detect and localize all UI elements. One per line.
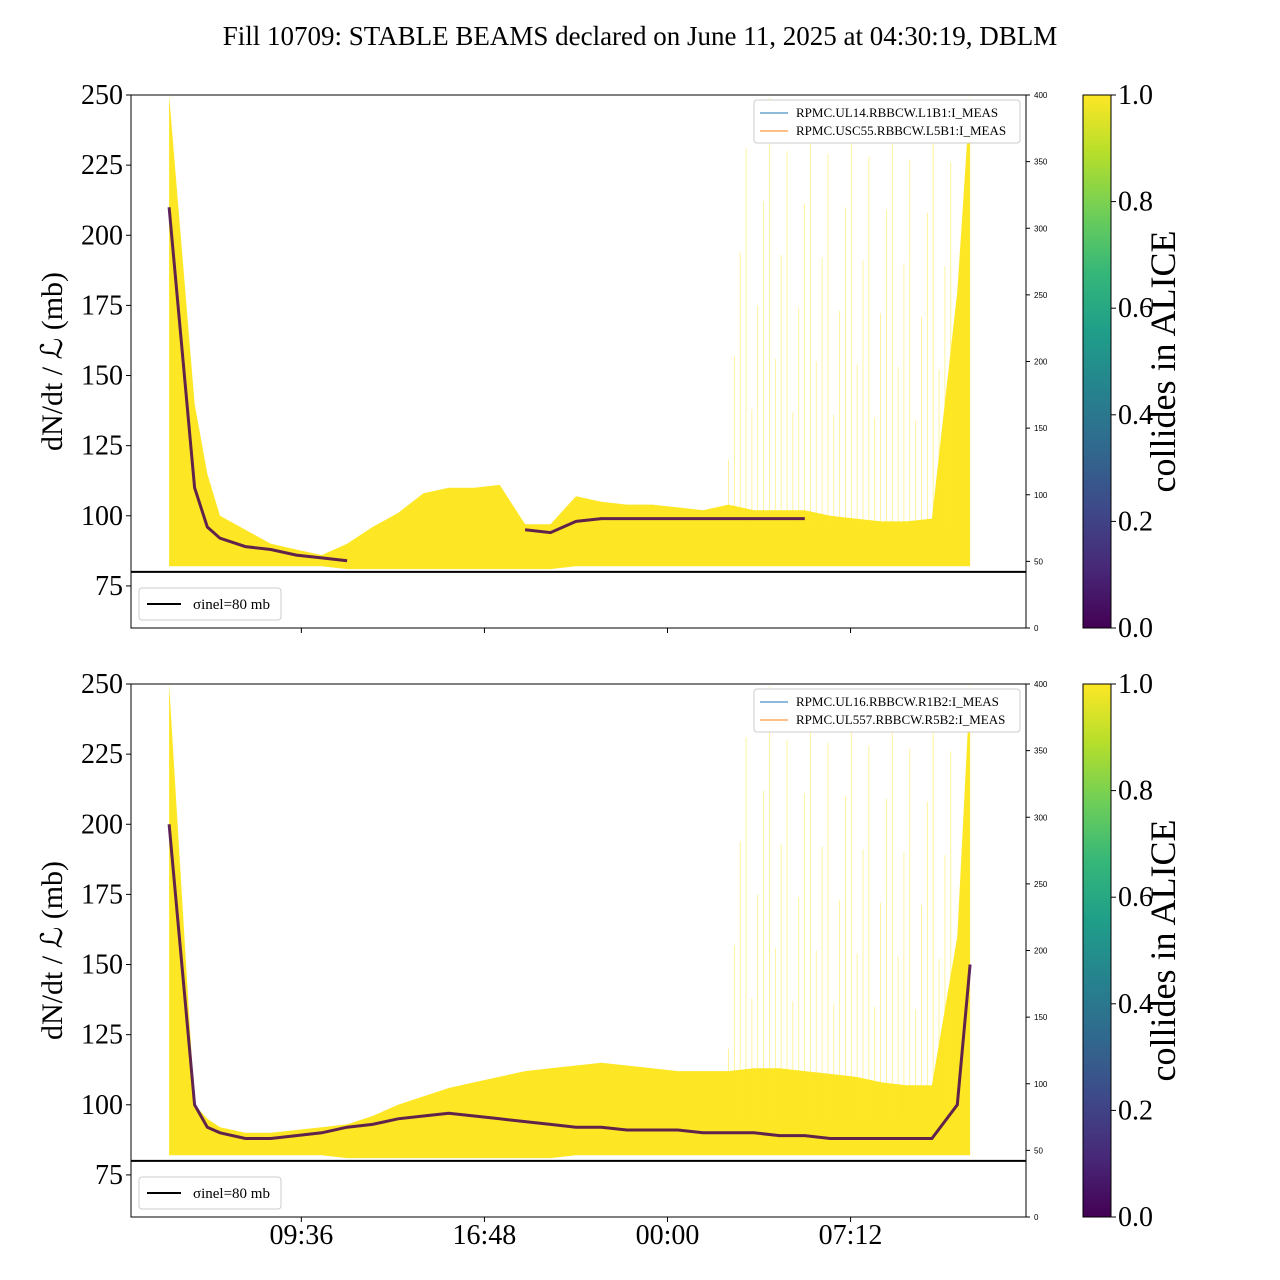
colorbar-tick-label: 0.2 bbox=[1118, 1095, 1153, 1126]
legend-entry: RPMC.UL16.RBBCW.R1B2:I_MEAS bbox=[796, 694, 999, 709]
y-tick-label: 100 bbox=[81, 501, 123, 532]
yellow-envelope bbox=[169, 684, 971, 1159]
y-tick-label: 225 bbox=[81, 150, 123, 181]
y-tick-label: 125 bbox=[81, 1020, 123, 1051]
y-tick-label: 200 bbox=[81, 220, 123, 251]
colorbar-tick-label: 0.0 bbox=[1118, 613, 1153, 644]
colorbar-tick-label: 1.0 bbox=[1118, 80, 1153, 111]
colorbar-label: collides in ALICE bbox=[1143, 820, 1183, 1082]
y-tick-label: 75 bbox=[95, 1160, 123, 1191]
y2-tick-label: 150 bbox=[1034, 424, 1048, 433]
x-tick-label: 09:36 bbox=[269, 1220, 333, 1251]
colorbar-label: collides in ALICE bbox=[1143, 231, 1183, 493]
legend-bottom-box bbox=[138, 587, 282, 621]
colorbar bbox=[1082, 683, 1112, 1218]
x-tick-label: 07:12 bbox=[819, 1220, 883, 1251]
colorbar-tick-label: 0.8 bbox=[1118, 776, 1153, 807]
colorbar-label-text: collides in ALICE bbox=[1143, 820, 1183, 1082]
y-tick-label: 75 bbox=[95, 571, 123, 602]
y2-tick-label: 50 bbox=[1034, 1146, 1043, 1155]
colorbar-tick-label: 0.0 bbox=[1118, 1202, 1153, 1233]
colorbar-tick-label: 0.4 bbox=[1118, 400, 1153, 431]
legend-entry: RPMC.UL557.RBBCW.R5B2:I_MEAS bbox=[796, 712, 1005, 727]
legend-top-box bbox=[753, 99, 1021, 144]
y-tick-label: 100 bbox=[81, 1090, 123, 1121]
colorbar-tick-label: 1.0 bbox=[1118, 669, 1153, 700]
y2-tick-label: 100 bbox=[1034, 491, 1048, 500]
y-axis-label: dN/dt / ℒ (mb) bbox=[36, 861, 69, 1040]
y2-tick-label: 150 bbox=[1034, 1013, 1048, 1022]
x-tick-label: 00:00 bbox=[636, 1220, 700, 1251]
y2-tick-label: 300 bbox=[1034, 224, 1048, 233]
y-tick-label: 175 bbox=[81, 290, 123, 321]
y2-tick-label: 0 bbox=[1034, 1213, 1039, 1222]
bottom-panel: 75 100 125 150 175 200 225 250 0 50 100 150 200 250 30… bbox=[36, 669, 1183, 1251]
top-panel: 75 100 125 150 175 200 225 250 0 50 100 150 200 250 30… bbox=[36, 80, 1183, 644]
y2-tick-label: 100 bbox=[1034, 1080, 1048, 1089]
colorbar-tick-label: 0.6 bbox=[1118, 293, 1153, 324]
y-tick-label: 150 bbox=[81, 361, 123, 392]
y2-tick-label: 400 bbox=[1034, 91, 1048, 100]
legend-entry: RPMC.USC55.RBBCW.L5B1:I_MEAS bbox=[796, 123, 1006, 138]
figure-title: Fill 10709: STABLE BEAMS declared on Jun… bbox=[223, 21, 1058, 51]
colorbar-label-text: collides in ALICE bbox=[1143, 231, 1183, 493]
colorbar-tick-label: 0.2 bbox=[1118, 506, 1153, 537]
legend-entry: RPMC.UL14.RBBCW.L1B1:I_MEAS bbox=[796, 105, 998, 120]
y-axis-label: dN/dt / ℒ (mb) bbox=[36, 272, 69, 451]
y-tick-label: 175 bbox=[81, 879, 123, 910]
y-tick-label: 225 bbox=[81, 739, 123, 770]
y2-tick-label: 350 bbox=[1034, 158, 1048, 167]
y2-tick-label: 400 bbox=[1034, 680, 1048, 689]
y-axis-label-text: dN/dt / ℒ (mb) bbox=[36, 861, 69, 1040]
y2-tick-label: 300 bbox=[1034, 813, 1048, 822]
colorbar-tick-label: 0.8 bbox=[1118, 187, 1153, 218]
y2-tick-label: 250 bbox=[1034, 291, 1048, 300]
data-points bbox=[169, 95, 971, 570]
legend-sigma-inel: σinel=80 mb bbox=[193, 1186, 270, 1202]
y2-tick-label: 250 bbox=[1034, 880, 1048, 889]
y-tick-label: 250 bbox=[81, 669, 123, 700]
yellow-envelope bbox=[169, 95, 971, 570]
colorbar-tick-label: 0.6 bbox=[1118, 882, 1153, 913]
y-tick-label: 150 bbox=[81, 950, 123, 981]
x-tick-label: 16:48 bbox=[453, 1220, 517, 1251]
y2-tick-label: 0 bbox=[1034, 624, 1039, 633]
legend-sigma-inel: σinel=80 mb bbox=[193, 597, 270, 613]
y2-tick-label: 50 bbox=[1034, 557, 1043, 566]
colliding-band bbox=[167, 824, 972, 1140]
colliding-band bbox=[169, 207, 932, 561]
y2-tick-label: 200 bbox=[1034, 358, 1048, 367]
y2-tick-label: 200 bbox=[1034, 947, 1048, 956]
y-tick-label: 250 bbox=[81, 80, 123, 111]
colorbar-tick-label: 0.4 bbox=[1118, 989, 1153, 1020]
y-tick-label: 200 bbox=[81, 809, 123, 840]
legend-top-box bbox=[753, 688, 1021, 733]
colorbar bbox=[1082, 94, 1112, 629]
data-points bbox=[167, 684, 972, 1159]
y-axis-label-text: dN/dt / ℒ (mb) bbox=[36, 272, 69, 451]
y-tick-label: 125 bbox=[81, 431, 123, 462]
y2-tick-label: 350 bbox=[1034, 747, 1048, 756]
legend-bottom-box bbox=[138, 1176, 282, 1210]
